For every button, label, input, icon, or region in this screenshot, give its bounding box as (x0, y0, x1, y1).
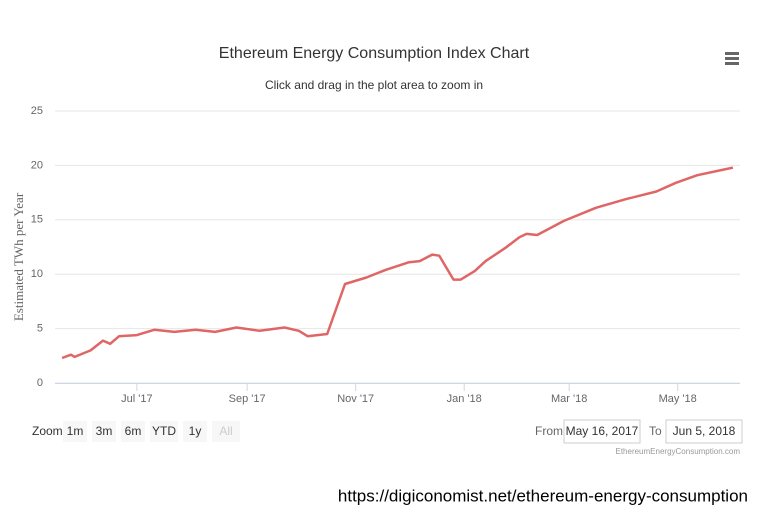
x-tick-label: Jan '18 (447, 393, 482, 405)
range-button[interactable]: YTD (152, 424, 176, 438)
range-button-bg (212, 421, 240, 442)
x-tick-label: Mar '18 (551, 393, 587, 405)
y-tick-label: 10 (31, 268, 43, 280)
to-value: Jun 5, 2018 (673, 424, 736, 438)
data-line (61, 166, 734, 360)
chart-subtitle: Click and drag in the plot area to zoom … (265, 78, 483, 92)
from-input[interactable] (563, 419, 641, 444)
menu-button[interactable] (725, 52, 739, 65)
range-button: All (219, 424, 232, 438)
zoom-label: Zoom (32, 424, 63, 438)
menu-bar (725, 57, 739, 60)
y-tick-label: 0 (37, 377, 43, 389)
credits[interactable]: EthereumEnergyConsumption.com (615, 447, 740, 456)
chart-title: Ethereum Energy Consumption Index Chart (219, 45, 530, 62)
x-tick-label: Sep '17 (229, 393, 266, 405)
range-button-bg[interactable] (92, 421, 116, 442)
range-button-bg[interactable] (121, 421, 145, 442)
menu-bar (725, 52, 739, 55)
x-tick-label: May '18 (659, 393, 697, 405)
to-label: To (649, 424, 662, 438)
from-label: From (535, 424, 563, 438)
menu-bar (725, 62, 739, 65)
range-button-bg[interactable] (150, 421, 178, 442)
x-tick-label: Jul '17 (121, 393, 152, 405)
x-tick-label: Nov '17 (337, 393, 374, 405)
range-button[interactable]: 1y (189, 424, 202, 438)
range-button[interactable]: 3m (96, 424, 113, 438)
to-input[interactable] (665, 419, 743, 444)
range-button-bg[interactable] (63, 421, 87, 442)
range-button[interactable]: 6m (125, 424, 142, 438)
y-tick-label: 25 (31, 105, 43, 117)
source-url: https://digiconomist.net/ethereum-energy… (338, 486, 748, 505)
y-axis-title: Estimated TWh per Year (11, 192, 26, 321)
from-value: May 16, 2017 (566, 424, 639, 438)
range-button[interactable]: 1m (67, 424, 84, 438)
y-tick-label: 5 (37, 323, 43, 335)
range-button-bg[interactable] (183, 421, 207, 442)
y-tick-label: 20 (31, 159, 43, 171)
y-tick-label: 15 (31, 214, 43, 226)
